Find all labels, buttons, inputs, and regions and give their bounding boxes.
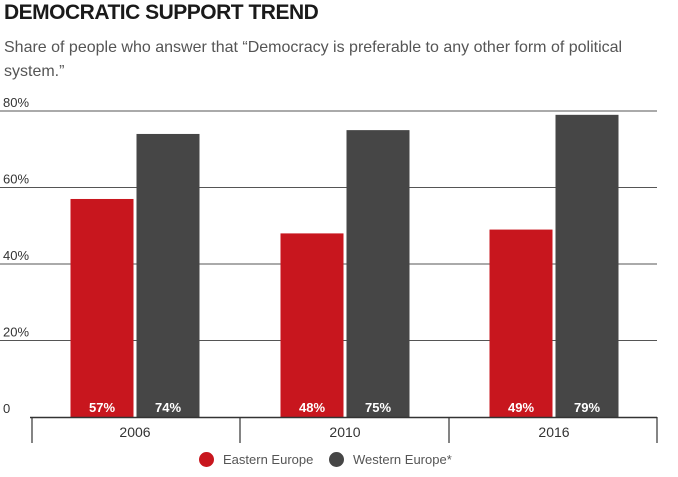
legend-swatch-western-europe <box>329 452 344 467</box>
bar-eastern-europe-2010 <box>280 233 344 417</box>
y-tick-label-20: 20% <box>3 325 29 340</box>
legend: Eastern Europe Western Europe* <box>0 452 678 474</box>
bar-eastern-europe-2006 <box>70 198 134 417</box>
chart-title: DEMOCRATIC SUPPORT TREND <box>4 1 319 24</box>
legend-label-western-europe: Western Europe* <box>353 452 452 467</box>
x-tick-label-2016: 2016 <box>538 424 569 440</box>
bar-western-europe-2010 <box>346 130 410 417</box>
legend-label-eastern-europe: Eastern Europe <box>223 452 314 467</box>
y-tick-label-40: 40% <box>3 248 29 263</box>
bars: 57% 74% 48% 75% 49% 79% <box>70 114 619 417</box>
legend-item-eastern-europe: Eastern Europe <box>199 452 313 467</box>
bar-eastern-europe-2016 <box>489 229 553 417</box>
data-label-western-europe-2010: 75% <box>365 400 391 415</box>
y-tick-label-80: 80% <box>3 95 29 110</box>
x-tick-label-2006: 2006 <box>119 424 150 440</box>
bar-western-europe-2016 <box>555 114 619 417</box>
data-label-eastern-europe-2010: 48% <box>299 400 325 415</box>
legend-swatch-eastern-europe <box>199 452 214 467</box>
data-label-western-europe-2006: 74% <box>155 400 181 415</box>
data-label-eastern-europe-2016: 49% <box>508 400 534 415</box>
legend-item-western-europe: Western Europe* <box>329 452 452 467</box>
x-axis: 2006 2010 2016 <box>30 416 658 443</box>
bar-western-europe-2006 <box>136 133 200 417</box>
x-tick-label-2010: 2010 <box>329 424 360 440</box>
bar-chart: 0 20% 40% 60% 80% 57% 74% 48% 75% 49% 79% 2006 201… <box>0 95 658 443</box>
y-tick-label-60: 60% <box>3 172 29 187</box>
chart-subtitle: Share of people who answer that “Democra… <box>4 39 623 80</box>
data-label-western-europe-2016: 79% <box>574 400 600 415</box>
data-label-eastern-europe-2006: 57% <box>89 400 115 415</box>
y-tick-label-0: 0 <box>3 401 10 416</box>
